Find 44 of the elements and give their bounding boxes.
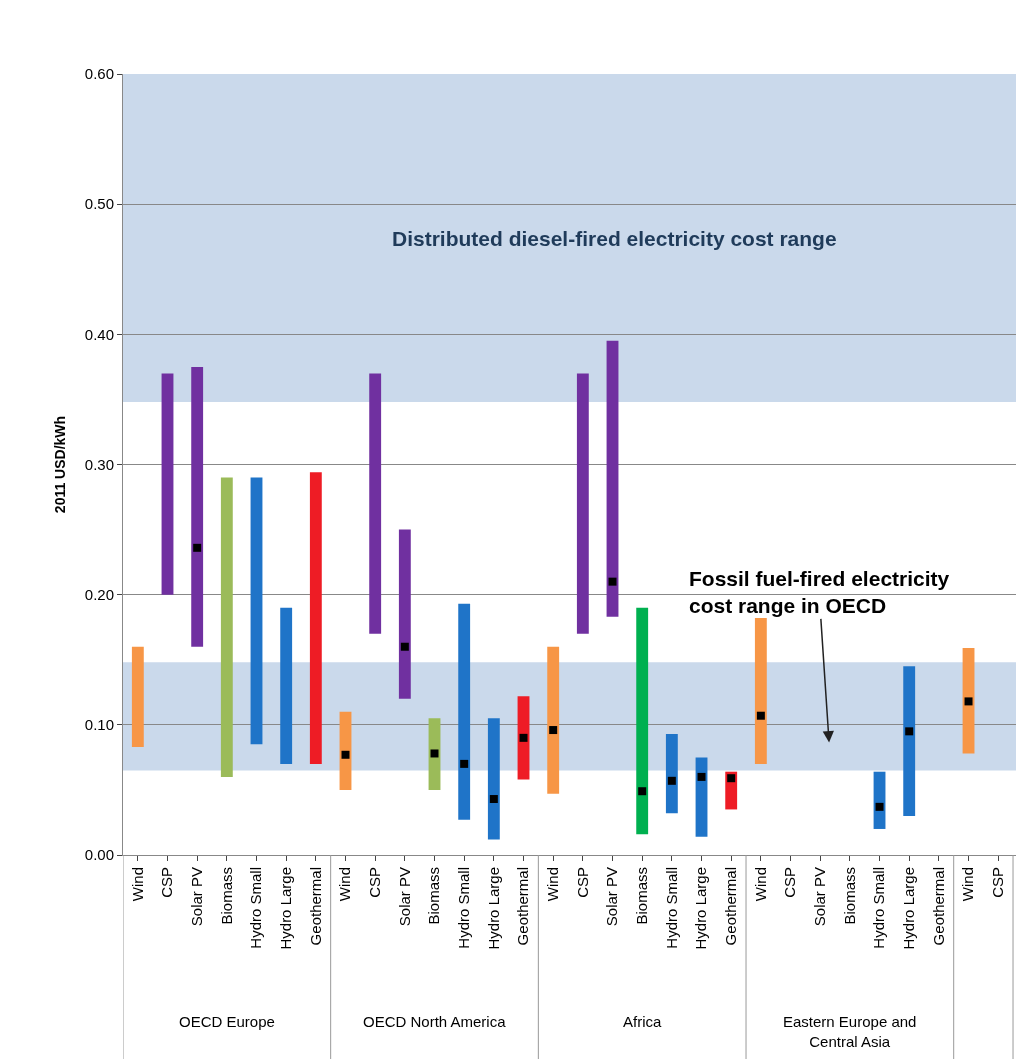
x-tick-label: Hydro Small [247,867,265,949]
x-tick-label: CSP [781,867,799,898]
x-tick-label: Wind [544,867,562,902]
x-tick-label: CSP [989,867,1007,898]
y-tick-label: 0.30 [84,455,114,473]
x-tick-label: Geothermal [306,867,324,946]
y-tick-label: 0.50 [84,195,114,213]
x-tick-label: Biomass [840,867,858,925]
x-tick-label: Wind [959,867,977,902]
x-tick-label: Biomass [633,867,651,925]
x-tick-label: Geothermal [722,867,740,946]
x-tick-label: CSP [366,867,384,898]
y-axis-title: 2011 USD/kWh [52,415,69,514]
x-tick-label: Biomass [217,867,235,925]
x-tick-label: Geothermal [514,867,532,946]
band-label: Distributed diesel-fired electricity cost range [392,227,837,250]
x-tick-label: Hydro Large [900,867,918,950]
x-tick-label: Wind [128,867,146,902]
y-tick-label: 0.00 [84,846,114,864]
x-tick-label: Solar PV [811,867,829,927]
x-tick-label: Solar PV [603,867,621,927]
x-tick-label: Hydro Small [662,867,680,949]
x-tick-label: Solar PV [188,867,206,927]
x-tick-label: CSP [573,867,591,898]
x-tick-label: Hydro Large [692,867,710,950]
x-tick-label: Wind [336,867,354,902]
text: Africa [623,1013,662,1030]
x-tick-label: Geothermal [929,867,947,946]
y-tick-label: 0.20 [84,585,114,603]
text: OECD North America [363,1013,507,1030]
x-tick-label: Solar PV [395,867,413,927]
text: Eastern Europe and Central Asia [783,1013,917,1050]
x-tick-label: Wind [751,867,769,902]
x-tick-label: Hydro Small [870,867,888,949]
x-tick-label: Hydro Large [484,867,502,950]
band-label: Fossil fuel-fired electricity cost range in OECD [689,567,950,618]
x-tick-label: CSP [158,867,176,898]
x-tick-label: Biomass [425,867,443,925]
y-tick-label: 0.60 [84,65,114,83]
y-tick-label: 0.40 [84,325,114,343]
text: OECD Europe [179,1013,275,1030]
x-tick-label: Hydro Large [277,867,295,950]
y-tick-label: 0.10 [84,716,114,734]
x-tick-label: Hydro Small [455,867,473,949]
